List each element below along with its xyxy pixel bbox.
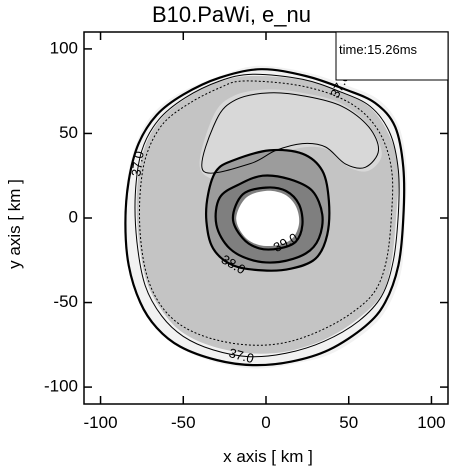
time-label: time:15.26ms: [339, 42, 418, 57]
contour-label-2: 37.0: [227, 345, 255, 366]
contour-label-1: 37.0: [128, 150, 146, 177]
x-tick-label: 0: [261, 413, 270, 432]
y-axis-title: y axis [ km ]: [5, 179, 24, 269]
y-tick-label: 0: [69, 207, 78, 226]
y-tick-label: -100: [44, 377, 78, 396]
x-tick-label: -100: [84, 413, 118, 432]
contour-37-outer: [124, 68, 406, 367]
x-tick-label: -50: [171, 413, 196, 432]
contour-39: [214, 174, 324, 264]
x-axis-title: x axis [ km ]: [223, 447, 313, 466]
axis-ticks: -100 -50 0 50 100 -100 -50 0 50 100: [44, 32, 448, 432]
contour-line-layer: [124, 68, 406, 367]
y-tick-label: 100: [50, 38, 78, 57]
y-tick-label: 50: [59, 123, 78, 142]
x-tick-label: 50: [339, 413, 358, 432]
contour-39-hole: [231, 186, 304, 251]
contour-37-inner: [134, 73, 400, 358]
time-box-frame: [335, 31, 449, 81]
contour-upper-arc: [201, 92, 380, 174]
time-box: time:15.26ms: [335, 31, 449, 81]
contour-38: [204, 148, 331, 272]
central-hole: [236, 190, 300, 247]
chart-title: B10.PaWi, e_nu: [152, 2, 311, 27]
x-tick-label: 100: [417, 413, 445, 432]
y-tick-label: -50: [53, 292, 78, 311]
contour-dotted: [138, 80, 394, 346]
